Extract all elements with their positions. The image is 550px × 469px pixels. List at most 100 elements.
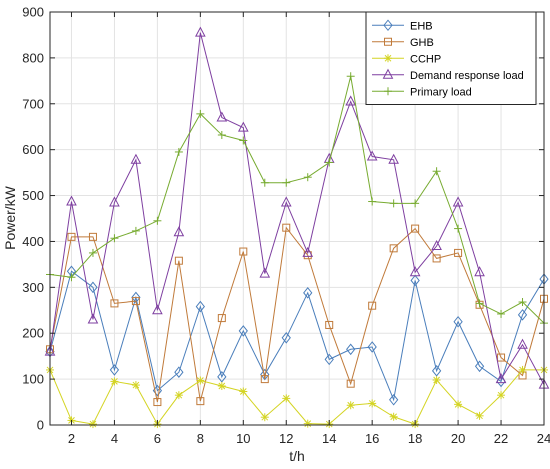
marker-stroke bbox=[175, 391, 183, 399]
marker-shape bbox=[495, 373, 507, 384]
legend-label: Primary load bbox=[410, 86, 472, 98]
data-point-ghb bbox=[174, 256, 183, 265]
marker-stroke bbox=[111, 378, 118, 385]
legend-label: EHB bbox=[410, 20, 433, 32]
series-line-demand-response-load bbox=[49, 32, 545, 385]
marker-shape bbox=[88, 232, 97, 241]
y-tick-label: 400 bbox=[22, 234, 44, 249]
marker-shape bbox=[131, 297, 140, 306]
legend-swatch-marker bbox=[384, 87, 392, 96]
data-point-demand-response-load bbox=[109, 196, 120, 207]
x-tick-label: 16 bbox=[365, 431, 379, 446]
marker-stroke bbox=[454, 400, 462, 408]
data-point-primary-load bbox=[411, 199, 420, 208]
marker-stroke bbox=[433, 376, 440, 384]
marker-shape bbox=[454, 248, 463, 257]
marker-shape bbox=[173, 226, 185, 237]
y-tick-label: 200 bbox=[22, 326, 44, 341]
data-point-primary-load bbox=[325, 158, 334, 167]
marker-shape bbox=[174, 366, 184, 379]
legend-swatch-marker bbox=[384, 37, 392, 46]
legend-item-primary-load: Primary load bbox=[372, 86, 472, 98]
marker-shape bbox=[237, 121, 249, 132]
data-point-primary-load bbox=[260, 178, 269, 187]
marker-shape bbox=[109, 196, 120, 207]
data-point-primary-load bbox=[368, 197, 377, 206]
marker-stroke bbox=[497, 391, 505, 399]
marker-shape bbox=[109, 364, 120, 376]
legend-swatch-marker bbox=[383, 19, 393, 32]
data-point-cchp bbox=[260, 413, 269, 422]
data-point-demand-response-load bbox=[474, 266, 485, 277]
legend-item-ghb: GHB bbox=[372, 37, 434, 49]
data-point-ghb bbox=[282, 223, 291, 232]
data-point-demand-response-load bbox=[366, 150, 378, 161]
data-point-demand-response-load bbox=[195, 26, 206, 37]
data-point-ehb bbox=[217, 371, 227, 383]
data-point-ghb bbox=[411, 224, 420, 233]
data-point-ghb bbox=[67, 232, 76, 241]
data-point-primary-load bbox=[196, 109, 205, 118]
x-tick-label: 6 bbox=[154, 431, 161, 446]
y-tick-label: 300 bbox=[22, 280, 44, 295]
data-point-primary-load bbox=[518, 298, 527, 307]
marker-shape bbox=[216, 111, 228, 122]
legend-item-ehb: EHB bbox=[372, 19, 433, 32]
marker-shape bbox=[66, 195, 77, 206]
data-point-ehb bbox=[431, 365, 442, 377]
data-point-ehb bbox=[453, 315, 463, 328]
legend-item-demand-response-load: Demand response load bbox=[372, 68, 524, 82]
data-point-demand-response-load bbox=[345, 95, 357, 106]
marker-shape bbox=[346, 379, 355, 388]
y-tick-label: 500 bbox=[22, 188, 44, 203]
marker-shape bbox=[130, 153, 142, 164]
marker-shape bbox=[260, 368, 270, 381]
marker-shape bbox=[384, 37, 392, 46]
series-line-ehb bbox=[49, 270, 545, 402]
marker-shape bbox=[389, 244, 398, 253]
marker-stroke bbox=[132, 381, 140, 389]
data-point-ehb bbox=[389, 393, 399, 406]
data-point-ghb bbox=[239, 247, 248, 256]
marker-shape bbox=[517, 309, 528, 321]
data-point-cchp bbox=[497, 391, 506, 400]
marker-shape bbox=[195, 26, 206, 37]
y-tick-label: 800 bbox=[22, 50, 44, 65]
data-point-ghb bbox=[260, 375, 269, 384]
legend-item-cchp: CCHP bbox=[372, 53, 441, 65]
legend-swatch-marker bbox=[382, 68, 394, 79]
data-point-primary-load bbox=[131, 226, 140, 235]
data-point-demand-response-load bbox=[495, 373, 507, 384]
legend-label: Demand response load bbox=[410, 70, 524, 82]
marker-shape bbox=[152, 304, 163, 315]
data-point-primary-load bbox=[153, 216, 162, 225]
marker-shape bbox=[474, 360, 485, 373]
marker-stroke bbox=[239, 388, 247, 395]
data-point-ehb bbox=[260, 368, 270, 381]
data-point-cchp bbox=[239, 387, 248, 396]
data-point-primary-load bbox=[88, 248, 97, 257]
series-demand-response-load bbox=[44, 26, 550, 389]
series-line-primary-load bbox=[49, 76, 545, 324]
data-point-cchp bbox=[389, 412, 398, 421]
data-point-ghb bbox=[325, 320, 334, 329]
marker-stroke bbox=[384, 54, 392, 62]
data-point-ehb bbox=[346, 343, 356, 356]
y-tick-label: 900 bbox=[22, 5, 44, 20]
marker-shape bbox=[195, 300, 205, 313]
marker-shape bbox=[517, 338, 528, 349]
marker-stroke bbox=[476, 412, 483, 420]
marker-shape bbox=[153, 398, 162, 407]
marker-shape bbox=[474, 266, 485, 277]
data-point-ehb bbox=[410, 274, 420, 287]
y-axis-label: Power/kW bbox=[2, 185, 18, 250]
x-axis-label: t/h bbox=[289, 448, 305, 464]
legend-label: GHB bbox=[410, 37, 434, 49]
data-point-cchp bbox=[282, 394, 291, 403]
data-point-primary-load bbox=[346, 72, 355, 81]
data-point-ehb bbox=[324, 353, 334, 366]
data-point-primary-load bbox=[497, 309, 506, 318]
marker-shape bbox=[196, 397, 205, 406]
marker-shape bbox=[324, 353, 334, 366]
x-tick-label: 2 bbox=[68, 431, 75, 446]
